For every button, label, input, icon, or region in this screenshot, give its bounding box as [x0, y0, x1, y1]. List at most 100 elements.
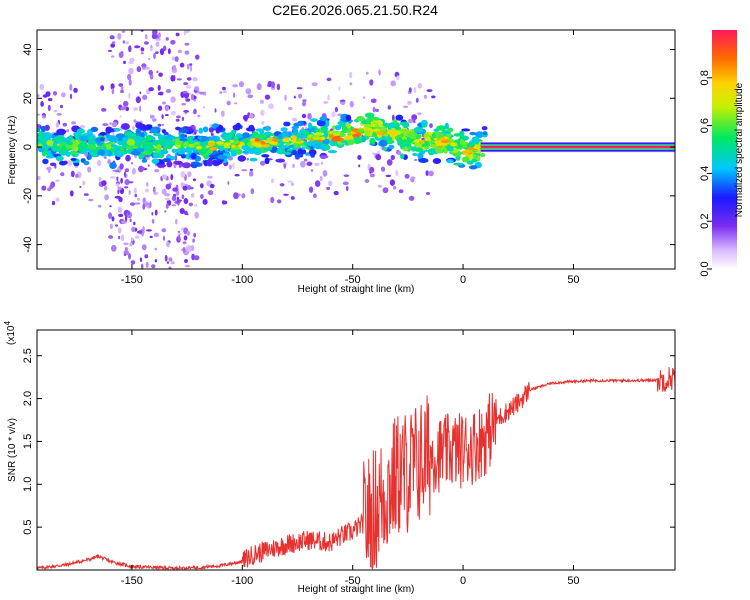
- spectrogram-speckle: [233, 92, 236, 98]
- spectrogram-peak: [271, 141, 278, 146]
- spectrogram-speckle: [323, 101, 329, 104]
- spectrogram-speckle: [199, 91, 205, 95]
- spectrogram-cell: [198, 148, 208, 155]
- spectrogram-speckle: [134, 45, 141, 49]
- spectrogram-speckle: [171, 204, 176, 207]
- spectrogram-peak: [312, 136, 321, 140]
- spectrogram-speckle: [226, 100, 231, 106]
- spectrogram-speckle: [166, 261, 170, 264]
- spectrogram-cell: [109, 162, 117, 169]
- spectrogram-speckle: [145, 34, 148, 40]
- spectrogram-speckle: [79, 124, 86, 129]
- spectrogram-cell: [443, 148, 448, 154]
- spectrogram-speckle: [194, 86, 200, 91]
- spectrogram-x-label: Height of straight line (km): [298, 284, 415, 295]
- spectrogram-cell: [117, 140, 127, 146]
- spectrogram-speckle: [125, 247, 128, 251]
- spectrogram-cell: [259, 128, 265, 135]
- spectrogram-speckle: [128, 181, 134, 184]
- spectrogram-speckle: [111, 87, 115, 95]
- spectrogram-peak: [271, 138, 279, 142]
- spectrogram-speckle: [47, 104, 51, 112]
- spectrogram-speckle: [238, 193, 241, 196]
- spectrogram-speckle: [386, 159, 393, 166]
- spectrogram-cell: [141, 158, 148, 163]
- spectrogram-speckle: [303, 158, 308, 162]
- spectrogram-speckle: [333, 190, 339, 196]
- spectrogram-speckle: [100, 85, 104, 91]
- spectrogram-speckle: [117, 186, 122, 191]
- spectrogram-cell: [345, 114, 352, 122]
- spectrogram-cell: [455, 156, 461, 161]
- spectrogram-cell: [223, 134, 232, 141]
- spectrogram-speckle: [283, 163, 286, 169]
- y-tick-label: -40: [22, 237, 34, 253]
- spectrogram-speckle: [343, 174, 350, 177]
- spectrogram-cell: [310, 153, 315, 158]
- spectrogram-speckle: [195, 92, 199, 95]
- y-tick-label: 2.5: [22, 348, 34, 363]
- spectrogram-speckle: [311, 82, 318, 87]
- spectrogram-speckle: [147, 58, 151, 60]
- spectrogram-speckle: [60, 172, 65, 177]
- spectrogram-cell: [107, 150, 113, 157]
- spectrogram-speckle: [243, 114, 249, 121]
- spectrogram-cell: [436, 125, 447, 131]
- spectrogram-cell: [276, 148, 286, 155]
- spectrogram-cell: [178, 127, 189, 134]
- spectrogram-speckle: [153, 52, 156, 60]
- spectrogram-speckle: [425, 170, 429, 177]
- spectrogram-speckle: [417, 112, 422, 115]
- spectrogram-cell: [446, 159, 454, 164]
- spectrogram-cell: [461, 128, 471, 132]
- spectrogram-speckle: [149, 201, 152, 208]
- spectrogram-speckle: [162, 101, 166, 105]
- spectrogram-speckle: [369, 166, 375, 173]
- spectrogram-speckle: [163, 235, 165, 241]
- colorbar-gradient: [712, 30, 737, 269]
- spectrogram-speckle: [151, 264, 156, 269]
- spectrogram-cell: [310, 118, 318, 122]
- spectrogram-speckle: [158, 105, 163, 111]
- spectrogram-speckle: [120, 89, 124, 94]
- spectrogram-speckle: [190, 193, 195, 198]
- spectrogram-speckle: [131, 237, 134, 242]
- spectrogram-speckle: [137, 197, 140, 201]
- spectrogram-speckle: [349, 71, 353, 79]
- spectrogram-speckle: [179, 208, 185, 214]
- spectrogram-speckle: [146, 229, 152, 232]
- spectrogram-speckle: [185, 264, 190, 268]
- spectrogram-speckle: [156, 70, 159, 74]
- spectrogram-cell: [286, 131, 293, 138]
- spectrogram-speckle: [49, 184, 53, 190]
- spectrogram-speckle: [349, 100, 354, 108]
- spectrogram-cell: [53, 136, 60, 142]
- spectrogram-speckle: [165, 37, 169, 41]
- x-tick-label: -150: [121, 575, 143, 587]
- spectrogram-cell: [275, 158, 286, 163]
- spectrogram-speckle: [232, 162, 235, 170]
- spectrogram-speckle: [118, 196, 123, 203]
- spectrogram-cell: [334, 124, 342, 131]
- spectrogram-speckle: [118, 51, 124, 59]
- spectrogram-speckle: [61, 92, 66, 98]
- spectrogram-speckle: [128, 61, 134, 64]
- spectrogram-speckle: [425, 192, 431, 195]
- spectrogram-speckle: [161, 188, 167, 195]
- spectrogram-cell: [143, 144, 148, 148]
- spectrogram-cell: [265, 132, 270, 137]
- spectrogram-speckle: [118, 235, 121, 240]
- spectrogram-speckle: [397, 150, 402, 156]
- spectrogram-speckle: [129, 57, 135, 63]
- spectrogram-cell: [298, 153, 304, 158]
- spectrogram-speckle: [110, 55, 115, 58]
- spectrogram-speckle: [264, 94, 271, 100]
- y-tick-label: -20: [22, 188, 34, 204]
- spectrogram-speckle: [127, 73, 132, 81]
- spectrogram-speckle: [349, 82, 353, 86]
- spectrogram-speckle: [45, 91, 51, 97]
- spectrogram-speckle: [178, 234, 181, 242]
- spectrogram-cell: [151, 158, 160, 164]
- spectrogram-cell: [235, 122, 241, 129]
- spectrogram-peak: [291, 135, 297, 140]
